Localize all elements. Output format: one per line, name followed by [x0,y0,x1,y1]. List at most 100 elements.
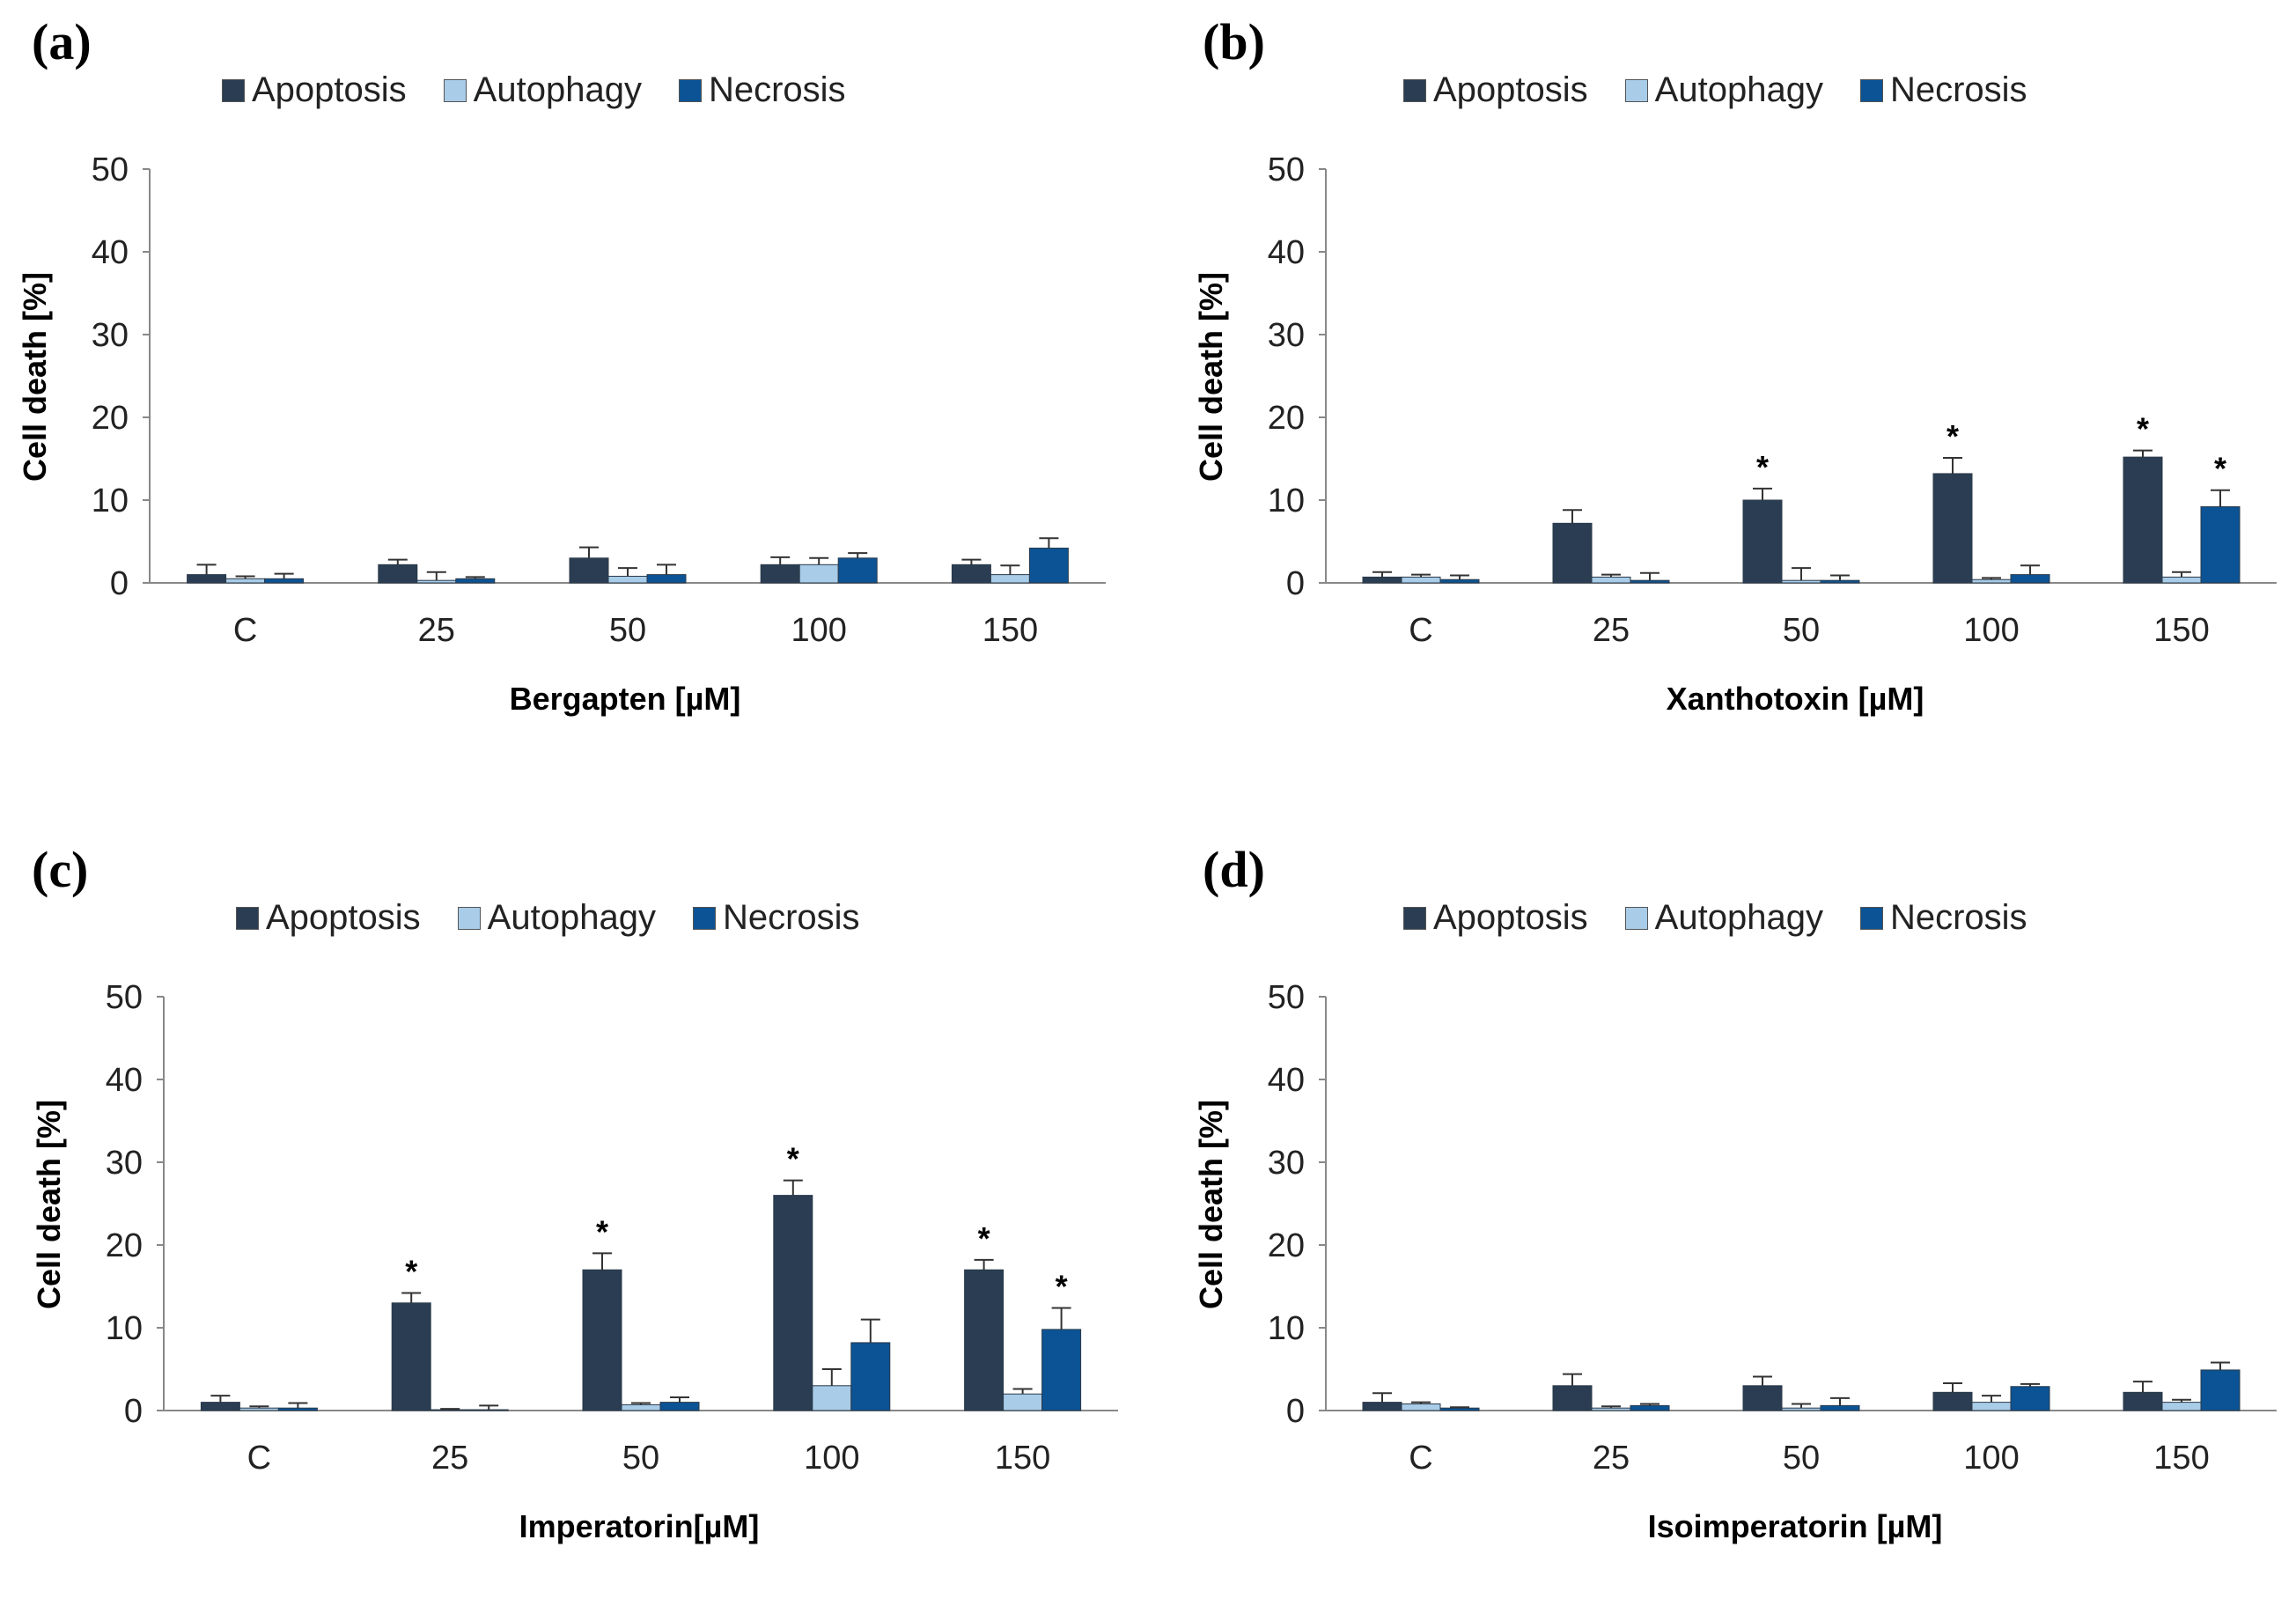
legend-label: Necrosis [1889,898,2027,937]
bar-apoptosis [582,1269,622,1411]
legend-item-apoptosis: Apoptosis [222,70,407,110]
legend-label: Autophagy [1654,898,1823,937]
bar-apoptosis [200,1402,240,1411]
significance-marker: * [1756,449,1769,485]
x-tick-label: 50 [1783,1440,1820,1477]
bar-necrosis [277,1407,318,1411]
legend-item-necrosis: Necrosis [1859,70,2027,110]
bar-apoptosis [391,1302,431,1411]
y-tick-label: 20 [1268,400,1305,437]
x-tick-label: 25 [418,612,455,649]
bar-autophagy [1971,1402,2012,1411]
x-axis-title: Isoimperatorin [µM] [1648,1508,1943,1544]
x-tick-label: C [1409,1440,1432,1477]
y-tick-label: 0 [110,565,129,602]
significance-marker: * [787,1141,799,1177]
x-tick-label: 50 [622,1440,659,1477]
y-tick-label: 30 [1268,317,1305,354]
legend-swatch-apoptosis [236,906,259,930]
bar-autophagy [239,1407,279,1411]
x-tick-label: C [233,612,257,649]
bar-necrosis [1439,578,1480,584]
bar-apoptosis [964,1269,1004,1411]
legend: Apoptosis Autophagy Necrosis [222,70,846,110]
legend: Apoptosis Autophagy Necrosis [1403,70,2027,110]
bar-autophagy [607,575,648,584]
bar-autophagy [430,1409,470,1411]
y-axis-title: Cell death [%] [1193,1100,1229,1309]
y-tick-label: 50 [1268,979,1305,1016]
y-tick-label: 40 [1268,1062,1305,1099]
y-tick-label: 40 [92,234,129,271]
legend-item-autophagy: Autophagy [443,70,642,110]
legend-item-apoptosis: Apoptosis [236,898,421,938]
legend-item-necrosis: Necrosis [678,70,846,110]
legend-swatch-necrosis [692,906,716,930]
bar-autophagy [416,579,457,584]
bar-necrosis [1630,579,1670,584]
bar-necrosis [659,1402,700,1411]
bar-autophagy [225,578,266,584]
bar-apoptosis [569,557,609,584]
bar-autophagy [812,1385,852,1411]
y-tick-label: 30 [106,1145,143,1182]
legend-item-necrosis: Necrosis [692,898,860,938]
y-tick-label: 20 [106,1227,143,1264]
legend-swatch-apoptosis [222,78,245,102]
legend-item-necrosis: Necrosis [1859,898,2027,938]
y-tick-label: 0 [1286,1393,1305,1430]
y-tick-label: 0 [124,1393,143,1430]
x-axis-title: Xanthotoxin [µM] [1667,681,1924,717]
panel-label: (d) [1203,841,1265,898]
bar-autophagy [1781,1407,1821,1411]
bar-apoptosis [1552,522,1593,584]
bar-apoptosis [951,564,991,584]
bar-apoptosis [1552,1385,1593,1411]
bar-autophagy [990,574,1030,584]
significance-marker: * [1946,418,1959,454]
bar-apoptosis [1932,473,1973,584]
legend-swatch-autophagy [1624,906,1648,930]
bar-necrosis [2010,1386,2050,1411]
y-tick-label: 20 [92,400,129,437]
bar-necrosis [1630,1404,1670,1411]
bar-chart: Cell death [%] Isoimperatorin [µM] 0 10 20… [1193,979,2277,1544]
bar-apoptosis [2123,456,2163,584]
bar-autophagy [1591,1407,1631,1411]
bar-necrosis [646,574,687,584]
bar-apoptosis [1932,1391,1973,1411]
legend-label: Necrosis [722,898,860,937]
x-axis-title: Bergapten [µM] [510,681,741,717]
bar-autophagy [2161,1402,2202,1411]
bar-necrosis [2200,1369,2241,1411]
y-tick-label: 10 [1268,1310,1305,1347]
x-tick-label: C [247,1440,271,1477]
bar-necrosis [1028,548,1069,584]
x-tick-label: 25 [431,1440,468,1477]
bar-necrosis [2200,506,2241,584]
x-tick-label: 100 [1963,1440,2019,1477]
bar-chart: Cell death [%] Imperatorin[µM] 0 10 20 30 40… [31,979,1118,1544]
chart-panel-a: (a) Apoptosis Autophagy Necrosis Cell de… [0,0,1144,778]
bar-autophagy [1591,576,1631,584]
legend-label: Apoptosis [266,898,421,937]
chart-panel-d: (d) Apoptosis Autophagy Necrosis Cell de… [1148,828,2292,1606]
legend-label: Apoptosis [1433,898,1588,937]
y-tick-label: 0 [1286,565,1305,602]
y-tick-label: 50 [92,151,129,188]
y-tick-label: 50 [106,979,143,1016]
x-tick-label: 150 [982,612,1038,649]
y-tick-label: 40 [106,1062,143,1099]
bar-autophagy [621,1403,661,1411]
x-tick-label: 150 [2153,612,2209,649]
significance-marker: * [1056,1268,1068,1304]
legend-swatch-autophagy [443,78,467,102]
x-tick-label: 50 [1783,612,1820,649]
bar-apoptosis [1742,499,1783,584]
bar-necrosis [850,1342,891,1411]
bar-apoptosis [378,564,418,584]
chart-panel-c: (c) Apoptosis Autophagy Necrosis Cell de… [0,828,1144,1606]
significance-marker: * [2214,451,2226,487]
panel-label: (a) [32,13,92,70]
legend: Apoptosis Autophagy Necrosis [1403,898,2027,938]
